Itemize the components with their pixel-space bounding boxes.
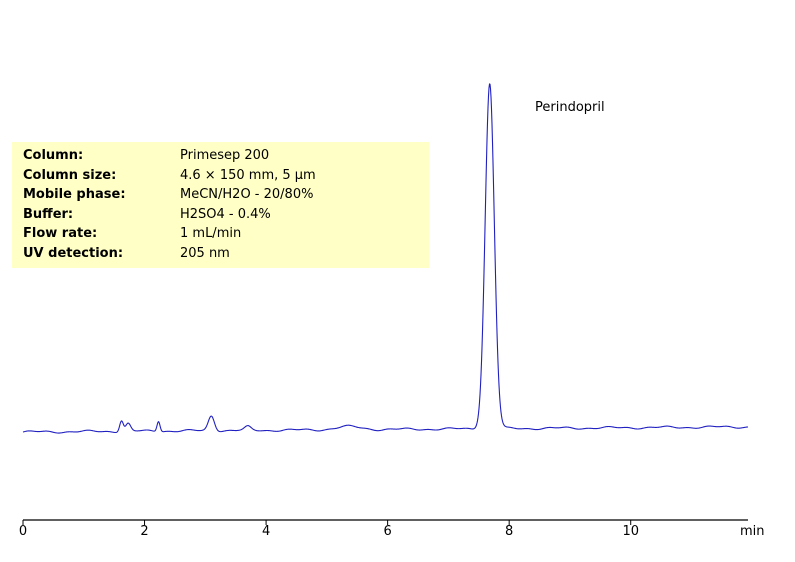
info-row: UV detection: 205 nm: [23, 245, 230, 262]
info-row: Mobile phase: MeCN/H2O - 20/80%: [23, 187, 313, 203]
peak-label-perindopril: Perindopril: [535, 100, 605, 115]
info-label: UV detection:: [23, 245, 124, 261]
info-value: Primesep 200: [180, 148, 270, 163]
info-label: Column size:: [23, 167, 117, 183]
x-tick-label: 6: [383, 524, 391, 539]
x-tick-label: 8: [505, 524, 513, 539]
info-value: 1 mL/min: [180, 226, 242, 241]
x-axis-label: min: [740, 524, 765, 539]
x-tick-label: 4: [262, 524, 270, 539]
info-row: Flow rate: 1 mL/min: [23, 226, 241, 242]
info-value: H2SO4 - 0.4%: [180, 206, 271, 222]
info-row: Column: Primesep 200: [23, 148, 269, 164]
info-label: Flow rate:: [23, 226, 98, 241]
method-info-box: Column: Primesep 200 Column size: 4.6 × 150…: [12, 142, 429, 268]
info-value: 205 nm: [180, 245, 230, 261]
x-tick-label: 10: [622, 524, 639, 539]
info-label: Buffer:: [23, 206, 74, 222]
x-tick-label: 0: [19, 524, 27, 539]
info-value: 4.6 × 150 mm, 5 µm: [180, 167, 316, 183]
x-tick-label: 2: [140, 524, 148, 539]
info-row: Buffer: H2SO4 - 0.4%: [23, 206, 271, 223]
info-label: Column:: [23, 148, 84, 163]
info-row: Column size: 4.6 × 150 mm, 5 µm: [23, 167, 316, 184]
info-value: MeCN/H2O - 20/80%: [180, 187, 314, 202]
info-label: Mobile phase:: [23, 187, 126, 202]
chromatogram-trace: [22, 83, 749, 434]
